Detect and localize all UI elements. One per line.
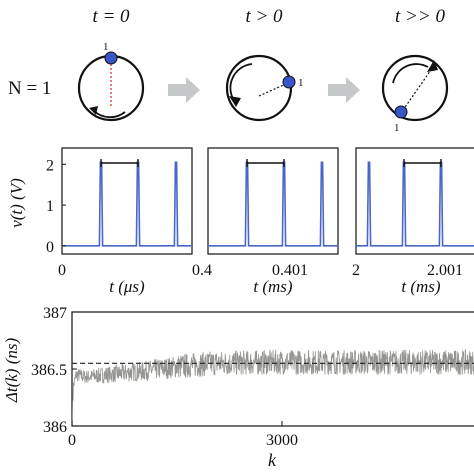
stage-2-circle — [225, 54, 293, 122]
stage-3-marker — [394, 105, 408, 119]
pulse-ylabel: v(t) (V) — [7, 178, 26, 228]
stage-3-title: t >> 0 — [395, 6, 445, 27]
stage-3-rotation-arrow — [392, 63, 429, 84]
y-tick-label: 386.5 — [31, 362, 67, 379]
y-tick-label: 1 — [46, 198, 54, 215]
stage-1-marker-label: 1 — [103, 41, 109, 53]
x-tick-label: 2 — [352, 262, 360, 279]
pulse-xlabel: t (μs) — [109, 277, 145, 296]
stage-1-title: t = 0 — [92, 6, 130, 27]
pulse-panel-frame — [355, 147, 474, 255]
stage-1-rotation-arrow — [93, 110, 126, 119]
y-tick-label: 0 — [46, 239, 54, 256]
stage-3: t >> 0 1 — [381, 6, 449, 134]
stage-2-marker — [282, 75, 296, 89]
stage-2-arrowhead-icon — [229, 96, 241, 107]
pulse-xlabel: t (ms) — [401, 277, 441, 296]
transition-arrow-1-icon — [168, 77, 200, 103]
y-tick-label: 386 — [43, 419, 67, 436]
x-tick-label: 0.401 — [272, 262, 308, 279]
x-tick-label: 3000 — [266, 432, 298, 449]
interval-xlabel: k — [268, 450, 277, 470]
interval-trace — [71, 348, 474, 421]
stage-2-marker-label: 1 — [298, 77, 304, 89]
x-tick-label: 2.001 — [427, 262, 463, 279]
pulse-panel-1: 0 1 2 0 0.4 t (μs) — [46, 147, 212, 296]
y-tick-label: 387 — [43, 305, 67, 322]
stage-1: t = 0 1 — [77, 6, 145, 122]
schematic-row: N = 1 t = 0 1 t > 0 1 t >> 0 — [8, 6, 449, 134]
stage-2-radius — [258, 82, 289, 97]
stage-2: t > 0 1 — [225, 6, 304, 122]
pulse-xlabel: t (ms) — [253, 277, 293, 296]
pulse-panel-frame — [207, 147, 339, 255]
x-tick-label: 0.4 — [192, 262, 212, 279]
transition-arrow-2-icon — [328, 77, 360, 103]
stage-2-title: t > 0 — [245, 6, 283, 27]
x-tick-label: 0 — [68, 432, 76, 449]
stage-1-arrowhead-icon — [89, 106, 98, 115]
stage-3-marker-label: 1 — [394, 122, 400, 134]
stage-3-radius — [402, 66, 434, 111]
pulse-panel-frame — [61, 147, 193, 255]
y-tick-label: 2 — [46, 157, 54, 174]
stage-3-circle — [381, 54, 449, 122]
stage-1-marker — [104, 51, 118, 65]
stage-3-arrowhead-icon — [427, 60, 438, 72]
row-label: N = 1 — [8, 78, 51, 99]
x-tick-label: 0 — [58, 262, 66, 279]
interval-ylabel: Δt(k) (ns) — [2, 338, 21, 404]
